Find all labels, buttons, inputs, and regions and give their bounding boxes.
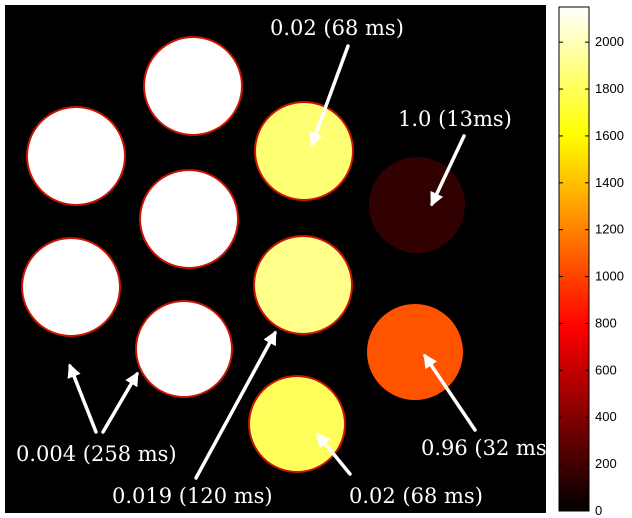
annotation-labels: 0.02 (68 ms) 1.0 (13ms) 0.004 (258 ms) 0…: [16, 16, 555, 508]
arrow-top-center: [309, 44, 350, 147]
arrow-bottom-left-a: [67, 363, 98, 434]
label-top-center: 0.02 (68 ms): [270, 16, 404, 40]
colorbar-gradient: [558, 6, 590, 512]
vial-v4: [21, 237, 121, 337]
vial-v8: [248, 375, 346, 473]
colorbar-tick-label: 600: [595, 362, 617, 377]
colorbar-tick-label: 1200: [595, 222, 624, 237]
colorbar-tick-label: 1000: [595, 269, 624, 284]
label-bottom-right: 0.96 (32 ms): [421, 436, 555, 460]
vial-v6: [254, 101, 354, 201]
colorbar-tick-label: 2000: [595, 34, 624, 49]
vial-v10: [367, 304, 463, 400]
arrow-bottom-right: [423, 353, 477, 432]
colorbar-tick-label: 0: [595, 503, 602, 518]
arrow-bottom-left-b: [101, 371, 139, 434]
label-bottom-center-right: 0.02 (68 ms): [349, 484, 483, 508]
vial-v5: [135, 300, 233, 398]
arrow-bottom-center-right: [316, 432, 352, 476]
vial-v3: [139, 169, 239, 269]
colorbar-tick-label: 400: [595, 409, 617, 424]
arrow-bottom-center-left: [194, 330, 277, 480]
vial-v2: [26, 106, 126, 206]
colorbar-tick-label: 1600: [595, 128, 624, 143]
colorbar-tick-label: 800: [595, 315, 617, 330]
label-top-right: 1.0 (13ms): [398, 107, 512, 131]
colorbar-tick-label: 1400: [595, 175, 624, 190]
vial-v9: [369, 157, 465, 253]
colorbar-tick-label: 1800: [595, 81, 624, 96]
label-bottom-center-left: 0.019 (120 ms): [112, 484, 273, 508]
label-bottom-left: 0.004 (258 ms): [16, 442, 177, 466]
annotation-arrows: [67, 44, 477, 480]
vial-group: [21, 36, 465, 473]
arrow-top-right: [430, 134, 466, 207]
vial-v1: [143, 36, 243, 136]
vial-v7: [253, 235, 353, 335]
colorbar-tick-label: 200: [595, 456, 617, 471]
